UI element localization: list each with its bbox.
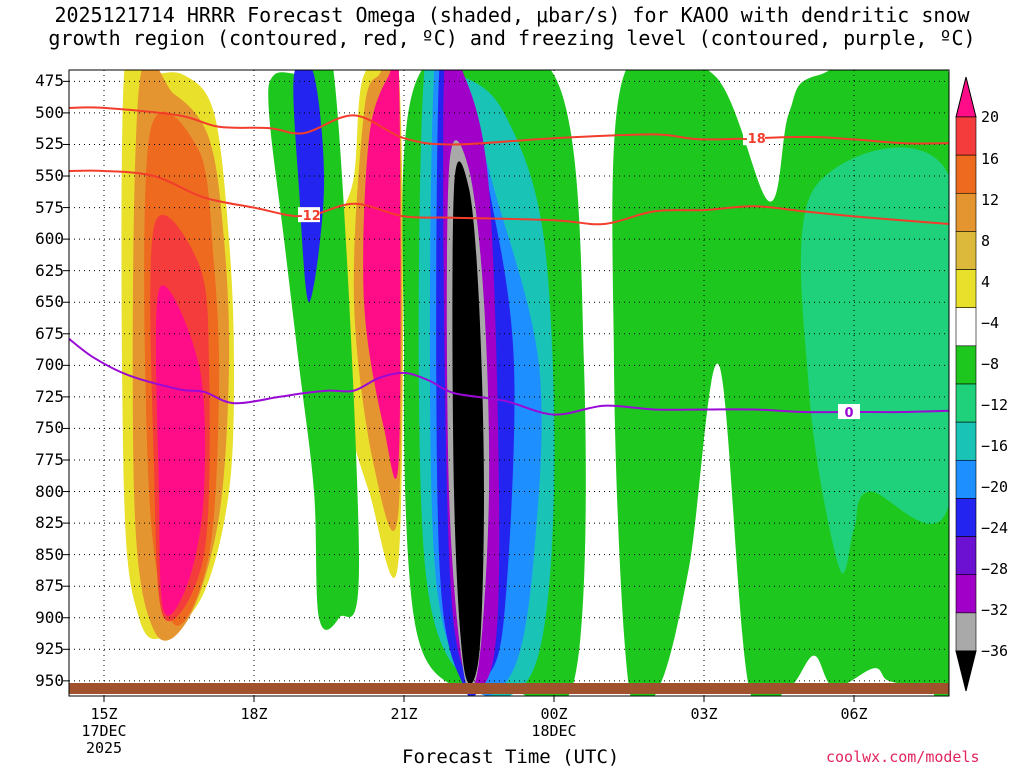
grid-lines (69, 70, 949, 696)
x-tick-label: 18Z (240, 705, 268, 723)
x-tick-label: 21Z (390, 705, 418, 723)
y-tick-label: 850 (35, 544, 64, 564)
colorbar-bin (955, 421, 977, 461)
colorbar-label: −12 (981, 396, 1009, 414)
omega-region (155, 285, 206, 616)
colorbar-bin (955, 116, 977, 156)
colorbar-label: −4 (981, 314, 1000, 332)
chart-title: 2025121714 HRRR Forecast Omega (shaded, … (0, 4, 1024, 50)
colorbar-label: −8 (981, 355, 1000, 373)
colorbar-label: −24 (981, 519, 1009, 537)
y-tick-label: 950 (35, 670, 64, 690)
omega-shading (121, 70, 949, 696)
y-tick-label: 575 (35, 197, 64, 217)
contour-label-bg (298, 207, 320, 223)
y-tick-label: 550 (35, 166, 64, 186)
omega-region (363, 70, 401, 480)
y-tick-label: 875 (35, 576, 64, 596)
colorbar-label: −20 (981, 478, 1009, 496)
x-tick-label: 06Z (840, 705, 868, 723)
colorbar-bin (955, 345, 977, 385)
contour-label-bg (743, 130, 765, 146)
colorbar-bin (955, 269, 977, 309)
contour-line (69, 169, 949, 226)
colorbar-bin (955, 612, 977, 652)
colorbar (955, 76, 977, 692)
colorbar-label: 20 (981, 108, 1000, 126)
y-tick-label: 900 (35, 607, 64, 627)
y-tick-label: 800 (35, 481, 64, 501)
contour-label: -12 (297, 209, 321, 224)
source-credit-link[interactable]: coolwx.com/models (826, 748, 980, 766)
colorbar-bin (955, 307, 977, 347)
colorbar-bin (955, 498, 977, 537)
chart-title-line-2: growth region (contoured, red, ºC) and f… (48, 26, 976, 50)
omega-region (800, 147, 949, 574)
contour-label: -18 (742, 132, 766, 147)
chart-title-line-1: 2025121714 HRRR Forecast Omega (shaded, … (54, 3, 970, 27)
colorbar-bin (955, 536, 977, 576)
colorbar-label: 16 (981, 150, 1000, 168)
y-tick-label: 750 (35, 418, 64, 438)
omega-region (268, 70, 360, 630)
colorbar-label: 8 (981, 232, 991, 250)
colorbar-bin (955, 192, 977, 232)
contour-line (69, 338, 949, 416)
y-tick-label: 825 (35, 513, 64, 533)
contour-label-bg (838, 404, 860, 420)
temperature-contours: -18 -12 0 (69, 106, 949, 421)
y-tick-label: 600 (35, 229, 64, 249)
colorbar-bin (955, 154, 977, 194)
colorbar-label: 12 (981, 191, 1000, 209)
colorbar-label: −32 (981, 601, 1009, 619)
x-tick-label: 03Z (690, 705, 718, 723)
y-tick-label: 500 (35, 102, 64, 122)
y-tick-label: 925 (35, 639, 64, 659)
x-axis-title: Forecast Time (UTC) (402, 746, 620, 768)
y-tick-label: 650 (35, 292, 64, 312)
y-tick-label: 725 (35, 386, 64, 406)
x-tick-label: 15Z 17DEC 2025 (81, 705, 127, 757)
y-tick-label: 775 (35, 449, 64, 469)
contour-label: 0 (844, 406, 853, 421)
ground-strip (69, 683, 949, 694)
x-tick-label: 00Z 18DEC (531, 705, 577, 740)
contour-line (69, 106, 949, 146)
y-tick-label: 625 (35, 260, 64, 280)
colorbar-bottom-arrow (955, 650, 977, 692)
colorbar-bin (955, 383, 977, 423)
y-tick-label: 525 (35, 134, 64, 154)
y-tick-label: 475 (35, 71, 64, 91)
colorbar-top-arrow (955, 76, 977, 118)
y-tick-label: 675 (35, 323, 64, 343)
plot-frame (68, 69, 950, 697)
omega-region (452, 161, 484, 685)
colorbar-label: −16 (981, 437, 1009, 455)
y-tick-label: 700 (35, 355, 64, 375)
axis-ticks (63, 80, 855, 702)
colorbar-label: −36 (981, 642, 1009, 660)
colorbar-label: −28 (981, 560, 1009, 578)
colorbar-bin (955, 574, 977, 614)
colorbar-bin (955, 459, 977, 499)
colorbar-bin (955, 231, 977, 270)
colorbar-label: 4 (981, 273, 991, 291)
